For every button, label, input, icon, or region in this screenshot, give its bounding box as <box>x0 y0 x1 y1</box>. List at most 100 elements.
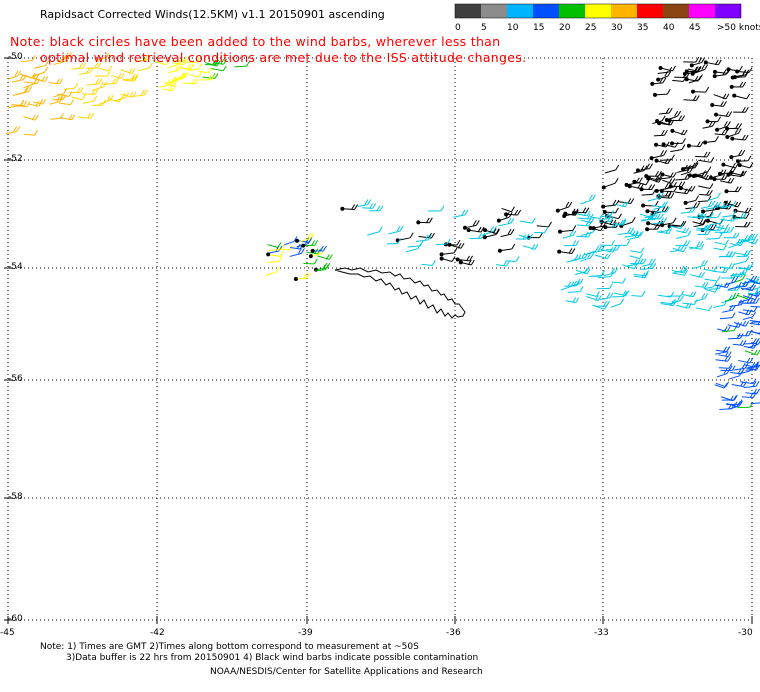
wind-barb <box>736 156 751 164</box>
wind-barb <box>456 256 473 262</box>
wind-barb <box>499 218 514 226</box>
wind-barb <box>733 107 748 112</box>
wind-barb <box>696 306 712 311</box>
wind-barb <box>730 135 748 141</box>
wind-barb <box>362 203 376 208</box>
legend-swatch <box>507 4 533 18</box>
wind-barb <box>701 201 715 208</box>
wind-barb <box>662 178 674 183</box>
wind-barb <box>698 184 713 189</box>
legend-swatch <box>455 4 481 18</box>
wind-barb <box>715 240 729 245</box>
wind-barb <box>11 101 26 106</box>
wind-barb <box>719 263 734 268</box>
wind-barb <box>714 111 732 116</box>
wind-barb <box>682 292 696 297</box>
wind-barb <box>660 172 676 177</box>
wind-barb <box>650 150 667 160</box>
wind-barb <box>618 199 634 204</box>
wind-barb <box>422 260 436 265</box>
wind-barb <box>537 222 552 227</box>
wind-barb <box>633 271 648 276</box>
wind-barb <box>653 89 670 97</box>
wind-barb <box>670 245 684 252</box>
wind-barb <box>367 227 382 235</box>
wind-barb <box>719 363 732 368</box>
wind-barb <box>717 326 730 331</box>
wind-barb <box>563 231 576 239</box>
legend-swatch <box>663 4 689 18</box>
legend-label: 20 <box>559 23 571 33</box>
lon-label-33: -33 <box>594 628 609 638</box>
wind-barb <box>738 163 753 168</box>
wind-barb <box>506 256 519 261</box>
wind-barb <box>99 95 114 104</box>
wind-barb <box>576 269 590 274</box>
wind-barb <box>584 246 598 255</box>
wind-barb <box>744 338 759 344</box>
legend-label: 0 <box>455 23 461 33</box>
wind-barb <box>687 142 703 148</box>
wind-barb <box>691 87 709 93</box>
wind-barb <box>523 244 538 249</box>
wind-barb <box>605 165 619 173</box>
wind-barb <box>416 235 431 242</box>
wind-barb <box>721 163 738 168</box>
wind-barb <box>303 259 317 264</box>
wind-barb <box>735 222 750 227</box>
legend-label: 30 <box>611 23 623 33</box>
wind-barb <box>723 233 739 238</box>
wind-barb <box>198 68 211 73</box>
footer-credit: NOAA/NESDIS/Center for Satellite Applica… <box>210 667 483 677</box>
wind-barb <box>268 242 281 247</box>
legend-label: 40 <box>663 23 675 33</box>
legend-swatch <box>559 4 585 18</box>
wind-barb <box>586 291 599 296</box>
wind-barb <box>698 196 711 202</box>
wind-barb <box>496 261 509 266</box>
wind-barb <box>750 317 760 322</box>
legend-label: 45 <box>689 23 700 33</box>
wind-barb <box>581 195 596 204</box>
wind-barb <box>95 71 110 76</box>
wind-barb <box>577 221 592 226</box>
wind-barb <box>692 260 707 268</box>
wind-barb <box>735 250 750 255</box>
wind-barb <box>729 150 744 159</box>
wind-barb <box>668 291 684 296</box>
wind-barb <box>557 249 575 254</box>
legend-label: 35 <box>637 23 648 33</box>
wind-barb <box>636 164 653 173</box>
wind-barb <box>725 123 742 130</box>
wind-barb <box>21 55 35 61</box>
wind-barb <box>597 283 613 288</box>
wind-barb <box>406 244 421 252</box>
wind-barb <box>734 363 749 370</box>
wind-barb <box>183 79 198 84</box>
wind-barb <box>82 89 98 94</box>
wind-barb <box>556 202 572 213</box>
legend-label: 15 <box>533 23 544 33</box>
wind-barb <box>49 79 62 84</box>
legend-swatch <box>585 4 611 18</box>
wind-barb <box>290 248 305 256</box>
wind-barb <box>743 307 757 312</box>
wind-barb <box>592 304 607 309</box>
wind-barb <box>600 241 615 246</box>
lat-label-60: -60 <box>8 614 23 624</box>
wind-barb <box>670 138 685 145</box>
wind-barb <box>704 282 717 289</box>
lon-label-39: -39 <box>298 628 313 638</box>
speed-legend <box>455 4 741 18</box>
wind-barb <box>558 225 576 233</box>
wind-barb <box>534 228 547 233</box>
wind-barb <box>627 259 640 266</box>
wind-barb <box>23 115 38 120</box>
legend-swatch <box>481 4 507 18</box>
wind-barb <box>658 292 674 297</box>
wind-barb <box>724 187 741 194</box>
wind-barb <box>730 82 746 89</box>
legend-swatch <box>637 4 663 18</box>
lon-label-30: -30 <box>738 628 753 638</box>
